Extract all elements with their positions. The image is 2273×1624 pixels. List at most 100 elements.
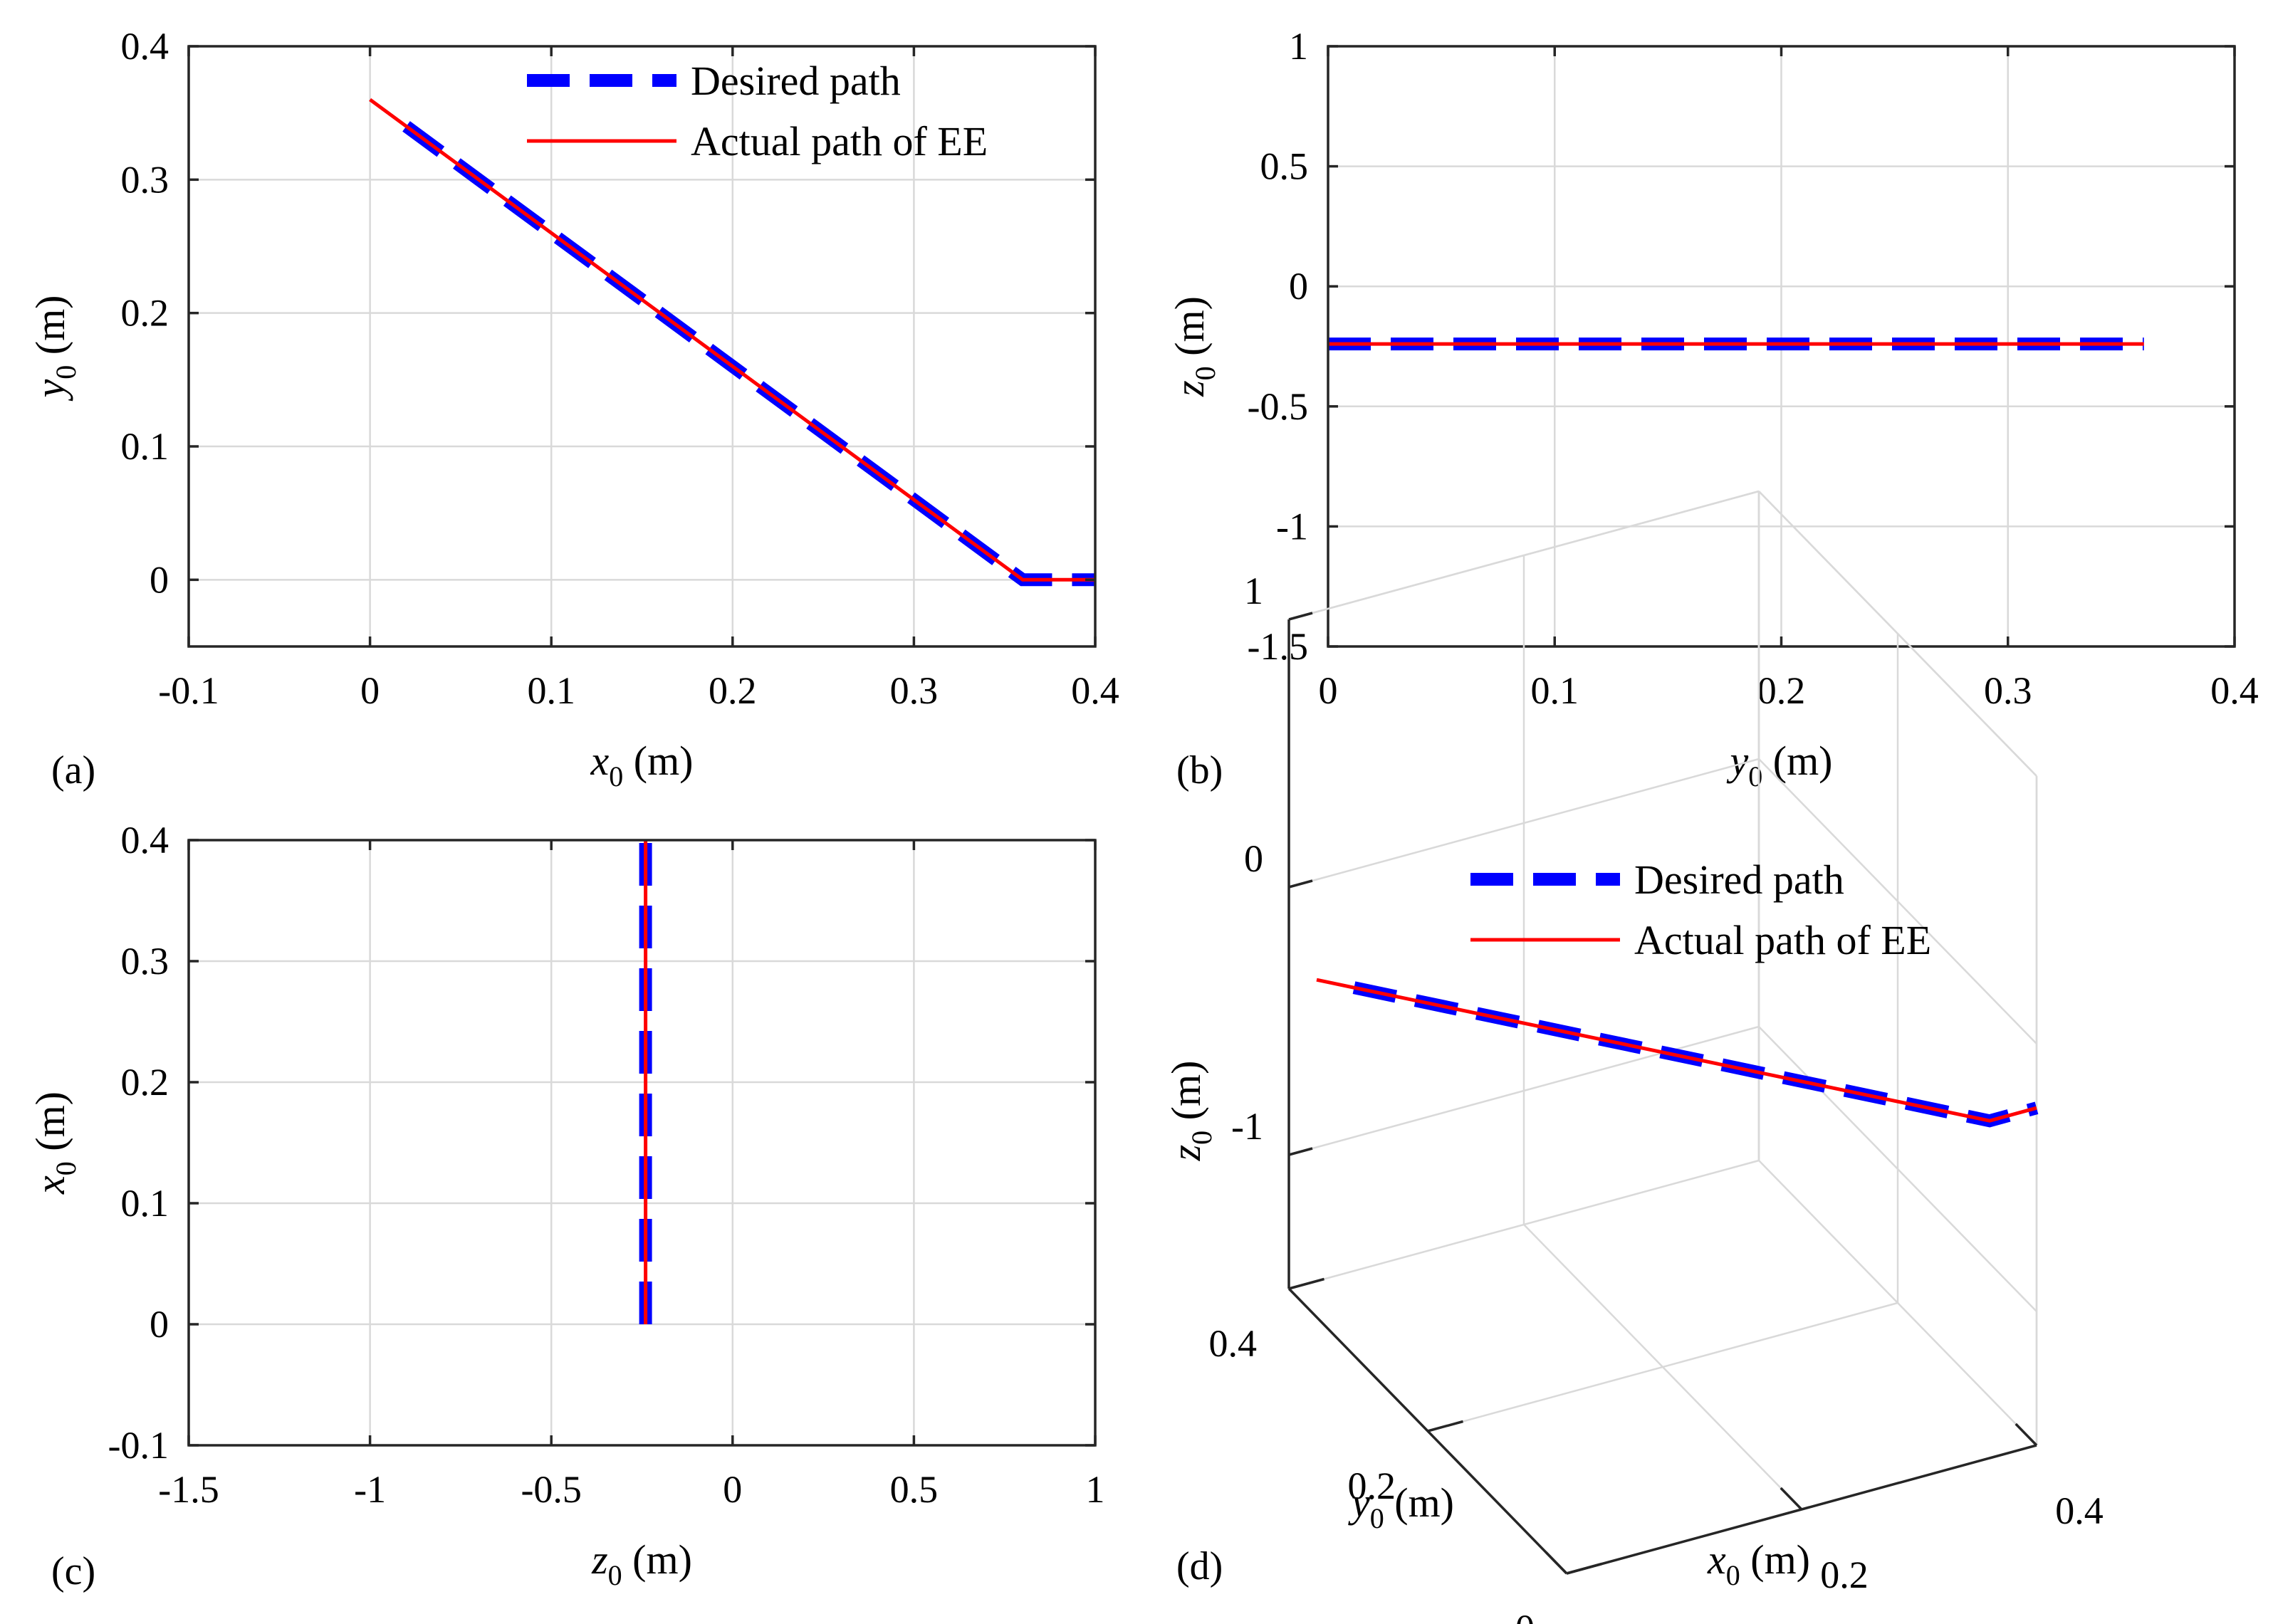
box-edge xyxy=(1758,491,2037,777)
panel-label: (a) xyxy=(51,748,95,792)
x-axis-label: x0 (m) xyxy=(1707,1536,1810,1591)
z-tick-label: 1 xyxy=(1244,570,1263,612)
x-axis-label-unit: (m) xyxy=(622,1536,692,1583)
x-tick-mark xyxy=(1780,1487,1803,1511)
x-axis-label-symbol: y xyxy=(1727,738,1749,784)
x-axis-label-unit: (m) xyxy=(1762,738,1832,784)
panel-label: (d) xyxy=(1176,1544,1223,1588)
y-tick-label: 0.1 xyxy=(121,1182,169,1225)
floor-grid-line xyxy=(1427,1301,1898,1432)
x-tick-label: -1 xyxy=(354,1468,386,1511)
y-tick-label: 0.4 xyxy=(121,25,169,68)
z-tick-mark xyxy=(1288,1147,1313,1156)
y-tick-label: 0.4 xyxy=(1209,1322,1258,1365)
y-tick-label: -0.5 xyxy=(1248,385,1308,428)
y-axis-label-symbol: x xyxy=(27,1175,73,1195)
y-tick-mark xyxy=(1288,1277,1324,1290)
y-axis-label: z0 (m) xyxy=(1166,296,1221,397)
y-tick-label: -1.5 xyxy=(1248,625,1308,668)
z-axis-label-unit: (m) xyxy=(1163,1061,1209,1131)
y-tick-label: 0.3 xyxy=(121,158,169,201)
x-axis-label-subscript: 0 xyxy=(1748,760,1762,792)
x-axis-label: x0 (m) xyxy=(590,738,694,792)
y-axis-label-subscript: 0 xyxy=(50,365,82,379)
legend-actual-label: Actual path of EE xyxy=(691,118,988,164)
x-tick-label: 0.1 xyxy=(1531,669,1579,712)
x-axis-label: y0 (m) xyxy=(1727,738,1833,792)
y-axis-label: x0 (m) xyxy=(27,1091,82,1195)
x-tick-label: 0 xyxy=(360,669,380,712)
x-tick-label: 0.3 xyxy=(890,669,939,712)
y-tick-label: 1 xyxy=(1289,25,1308,68)
x-tick-label: 0 xyxy=(723,1468,742,1511)
x-tick-mark xyxy=(1545,1551,1568,1575)
legend: Desired path Actual path of EE xyxy=(1470,856,1931,963)
y-tick-label: 0.3 xyxy=(121,940,169,983)
x-tick-label: 0.1 xyxy=(527,669,575,712)
x-axis-label-symbol: z xyxy=(591,1536,608,1583)
y-tick-label: 0.2 xyxy=(121,292,169,335)
wall-grid-line xyxy=(1288,758,1760,889)
z-axis-label: z0 (m) xyxy=(1163,1061,1218,1162)
z-tick-label: 0 xyxy=(1244,837,1263,880)
y-axis-label: y0 (m) xyxy=(1348,1479,1454,1534)
x-tick-label: 0.4 xyxy=(2210,669,2259,712)
z-tick-label: -1 xyxy=(1231,1105,1263,1148)
y-tick-label: -0.1 xyxy=(108,1424,169,1467)
wall-grid-line xyxy=(1288,1025,1760,1156)
y-axis-label-unit: (m) xyxy=(27,1091,73,1161)
axes-frame xyxy=(187,45,1097,648)
x-tick-mark xyxy=(2015,1423,2038,1447)
y-axis-label-subscript: 0 xyxy=(1189,366,1221,380)
panel-label: (c) xyxy=(51,1549,95,1593)
desired-path-line xyxy=(402,121,1095,587)
panel-c: -1.5 -1 -0.5 0 0.5 1-0.100.10.20.30.4z0 (m)x0… xyxy=(27,819,1105,1593)
x-tick-label: 0.2 xyxy=(1757,669,1806,712)
y-axis-label-symbol: y xyxy=(27,379,73,402)
z-tick-mark xyxy=(1288,612,1313,621)
y-tick-label: 0 xyxy=(150,1303,169,1346)
z-axis-label-symbol: z xyxy=(1163,1145,1209,1162)
panel-label: (b) xyxy=(1176,748,1223,792)
y-tick-label: 0.1 xyxy=(121,425,169,468)
x-axis-label-subscript: 0 xyxy=(608,1559,622,1591)
y-tick-label: 0 xyxy=(1515,1607,1535,1624)
box-edge xyxy=(1288,490,1760,621)
y-tick-label: 0 xyxy=(1289,265,1308,308)
y-tick-mark xyxy=(1427,1420,1463,1432)
x-tick-label: 0.2 xyxy=(1820,1554,1869,1596)
x-axis-label-unit: (m) xyxy=(1740,1536,1810,1583)
x-tick-label: -1.5 xyxy=(158,1468,219,1511)
actual-path-line xyxy=(1316,978,2037,1123)
z-axis-label-subscript: 0 xyxy=(1186,1131,1218,1145)
y-tick-label: -1 xyxy=(1276,505,1308,548)
x-tick-label: 0 xyxy=(1600,1618,1619,1624)
legend: Desired path Actual path of EE xyxy=(527,58,988,164)
wall-grid-line xyxy=(1758,1026,2037,1312)
y-tick-label: 0.4 xyxy=(121,819,169,861)
x-axis-label: z0 (m) xyxy=(591,1536,692,1591)
x-tick-label: 0.4 xyxy=(2055,1489,2104,1532)
x-axis-label-symbol: x xyxy=(1707,1536,1726,1583)
y-axis-label-unit: (m) xyxy=(1166,296,1213,366)
y-tick-mark xyxy=(1566,1562,1602,1575)
wall-grid-line xyxy=(1758,758,2037,1044)
x-axis-label-symbol: x xyxy=(590,738,610,784)
x-tick-label: 0.5 xyxy=(890,1468,939,1511)
actual-path-line xyxy=(369,98,1095,582)
legend-desired-label: Desired path xyxy=(1634,856,1844,903)
y-tick-label: 0.2 xyxy=(1348,1465,1396,1507)
x-axis-label-subscript: 0 xyxy=(1726,1559,1740,1591)
y-axis-label-subscript: 0 xyxy=(50,1161,82,1175)
x-axis-label-unit: (m) xyxy=(623,738,693,784)
axes-frame xyxy=(187,839,1097,1447)
y-axis-label-symbol: z xyxy=(1166,380,1213,397)
legend-desired-label: Desired path xyxy=(691,58,901,104)
y-tick-label: 0 xyxy=(150,558,169,601)
y-axis-label-subscript: 0 xyxy=(1370,1502,1384,1534)
x-tick-label: -0.5 xyxy=(521,1468,581,1511)
z-tick-mark xyxy=(1288,879,1313,889)
